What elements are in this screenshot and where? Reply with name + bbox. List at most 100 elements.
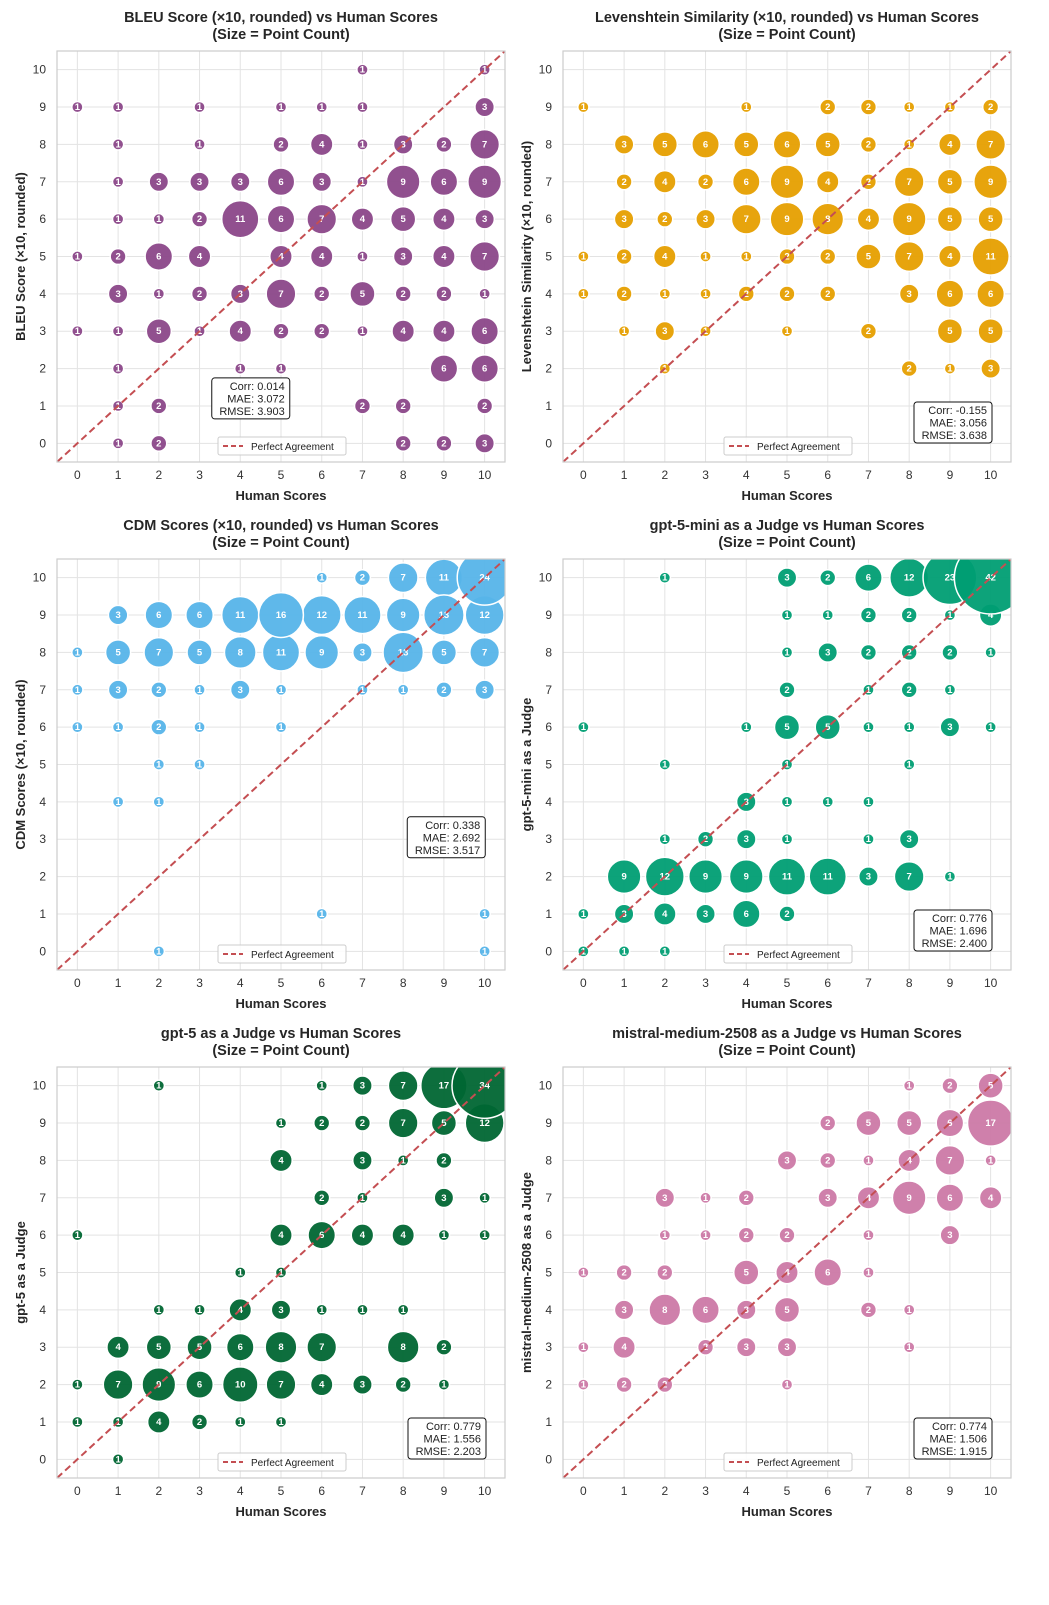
bubble-count-label: 4 [662, 909, 668, 920]
bubble-count-label: 2 [988, 102, 993, 113]
y-tick-label: 3 [39, 324, 46, 338]
x-tick-label: 6 [318, 468, 325, 482]
x-axis-label: Human Scores [741, 488, 832, 503]
bubble-count-label: 2 [784, 685, 789, 696]
bubble-point [821, 795, 835, 809]
bubble-count-label: 11 [782, 872, 793, 883]
bubble-count-label: 5 [784, 722, 790, 733]
bubble-count-label: 6 [703, 1305, 708, 1316]
bubble-point [769, 201, 805, 237]
perfect-agreement-line [563, 559, 1011, 970]
bubble-point [106, 1335, 131, 1360]
bubble-point [193, 1303, 206, 1317]
x-tick-label: 3 [702, 1484, 709, 1498]
bubble-count-label: 9 [784, 214, 789, 225]
x-tick-label: 8 [906, 1484, 913, 1498]
bubble-count-label: 6 [156, 252, 161, 263]
bubble-point [352, 1149, 373, 1171]
chart-subtitle: (Size = Point Count) [718, 27, 856, 43]
bubble-point [150, 681, 168, 699]
bubble-point [394, 397, 412, 415]
bubble-point [819, 98, 837, 116]
y-axis-label: gpt-5 as a Judge [13, 1221, 28, 1324]
bubble-count-label: 1 [907, 1305, 913, 1316]
bubble-point [652, 244, 677, 269]
bubble-count-label: 4 [988, 610, 994, 621]
x-tick-label: 10 [984, 1484, 998, 1498]
bubble-count-label: 2 [907, 647, 912, 658]
y-axis-label: Levenshtein Similarity (×10, rounded) [519, 141, 534, 373]
bubble-count-label: 1 [581, 722, 587, 733]
bubble-count-label: 1 [907, 102, 913, 113]
bubble-count-label: 2 [441, 139, 446, 150]
bubble-count-label: 2 [319, 326, 324, 337]
x-axis-label: Human Scores [235, 1504, 326, 1519]
chart-title: gpt-5-mini as a Judge vs Human Scores [650, 518, 925, 534]
y-tick-label: 10 [33, 63, 47, 77]
bubble-point [943, 683, 957, 697]
bubble-point [817, 1187, 839, 1209]
bubble-point [233, 1415, 247, 1429]
y-tick-label: 9 [39, 1116, 46, 1130]
bubble-count-label: 6 [197, 610, 202, 621]
x-tick-label: 7 [865, 468, 872, 482]
bubble-point [71, 646, 84, 659]
bubble-point [193, 720, 206, 734]
bubble-count-label: 7 [278, 1380, 283, 1391]
bubble-point [71, 1415, 84, 1429]
y-tick-label: 6 [545, 720, 552, 734]
bubble-count-label: 1 [319, 102, 325, 113]
bubble-count-label: 1 [360, 102, 366, 113]
bubble-count-label: 3 [441, 1193, 446, 1204]
bubble-point [943, 362, 957, 375]
bubble-point [71, 683, 84, 697]
bubble-point [858, 866, 879, 888]
legend-box [217, 1452, 347, 1472]
x-tick-label: 9 [441, 976, 448, 990]
y-tick-label: 3 [545, 832, 552, 846]
bubble-point [264, 1330, 298, 1364]
bubble-count-label: 12 [904, 573, 915, 584]
bubble-count-label: 2 [866, 647, 871, 658]
x-tick-label: 0 [580, 1484, 587, 1498]
y-tick-label: 0 [39, 944, 46, 958]
y-tick-label: 10 [33, 1079, 47, 1093]
bubble-point [936, 205, 964, 233]
bubble-point [733, 1259, 760, 1286]
y-tick-label: 5 [39, 1266, 46, 1280]
legend-label: Perfect Agreement [757, 950, 840, 961]
bubble-count-label: 2 [156, 685, 161, 696]
x-axis-label: Human Scores [235, 488, 326, 503]
bubble-point [811, 202, 845, 236]
bubble-count-label: 1 [115, 438, 121, 449]
bubble-count-label: 2 [401, 401, 406, 412]
bubble-point [859, 322, 878, 340]
bubble-count-label: 3 [907, 834, 912, 845]
y-tick-label: 8 [545, 1153, 552, 1167]
stats-text: Corr: -0.155 [928, 405, 987, 417]
y-tick-label: 7 [39, 683, 46, 697]
bubble-count-label: 1 [947, 364, 953, 375]
bubble-point [387, 562, 419, 594]
stats-text: RMSE: 1.915 [922, 1446, 987, 1458]
chart-panel-1: BLEU Score (×10, rounded) vs Human Score… [13, 10, 506, 503]
bubble-point [615, 247, 633, 266]
bubble-point [152, 212, 166, 226]
y-tick-label: 0 [39, 1452, 46, 1466]
y-tick-label: 9 [545, 1116, 552, 1130]
bubble-point [893, 166, 925, 198]
bubble-count-label: 1 [360, 1305, 366, 1316]
bubble-count-label: 2 [907, 610, 912, 621]
bubble-count-label: 5 [441, 647, 447, 658]
bubble-count-label: 2 [866, 326, 871, 337]
bubble-count-label: 2 [825, 289, 830, 300]
bubble-point [778, 681, 796, 699]
bubble-count-label: 1 [401, 1155, 407, 1166]
stats-box-frame [913, 1417, 993, 1460]
bubble-count-label: 2 [866, 102, 871, 113]
chart-panel-2: Levenshtein Similarity (×10, rounded) vs… [519, 10, 1012, 503]
x-tick-label: 5 [278, 976, 285, 990]
bubble-point [900, 606, 918, 624]
bubble-count-label: 6 [947, 1193, 952, 1204]
